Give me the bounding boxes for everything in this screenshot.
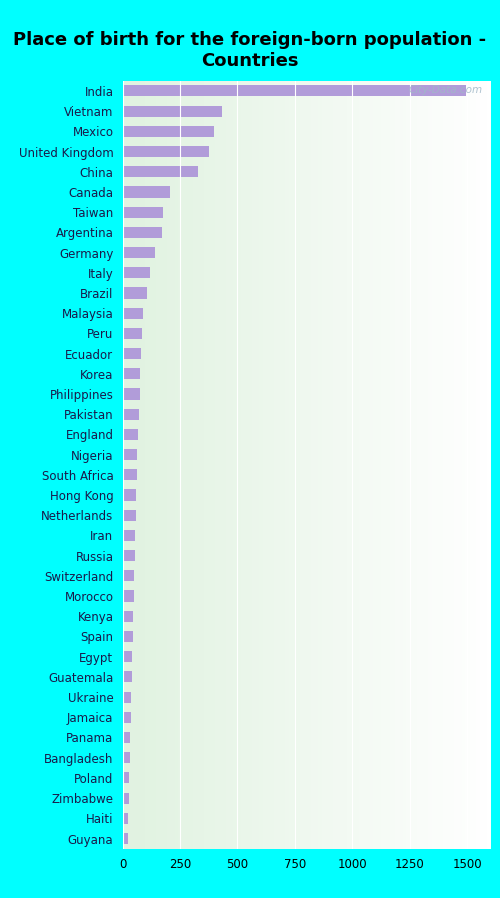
Bar bbox=[122, 308, 143, 319]
Bar bbox=[122, 672, 132, 682]
Bar bbox=[122, 166, 198, 177]
Bar bbox=[122, 470, 136, 480]
Bar bbox=[122, 570, 134, 581]
Bar bbox=[122, 510, 136, 521]
Bar bbox=[122, 631, 132, 642]
Bar bbox=[122, 813, 128, 823]
Bar bbox=[122, 328, 142, 339]
Bar bbox=[122, 368, 140, 379]
Bar bbox=[122, 409, 139, 419]
Bar bbox=[122, 833, 128, 844]
Bar bbox=[122, 146, 208, 157]
Bar bbox=[122, 793, 129, 804]
Bar bbox=[122, 489, 136, 500]
Bar bbox=[122, 106, 222, 117]
Bar bbox=[122, 712, 131, 723]
Bar bbox=[122, 732, 130, 743]
Text: City-Data.com: City-Data.com bbox=[408, 84, 482, 94]
Bar bbox=[122, 550, 134, 561]
Bar bbox=[122, 651, 132, 662]
Bar bbox=[122, 611, 133, 621]
Bar bbox=[122, 126, 214, 136]
Bar bbox=[122, 389, 140, 400]
Bar bbox=[122, 287, 146, 298]
Bar bbox=[122, 207, 162, 217]
Bar bbox=[122, 530, 135, 541]
Bar bbox=[122, 187, 170, 198]
Bar bbox=[122, 772, 130, 783]
Bar bbox=[122, 227, 162, 238]
Bar bbox=[122, 691, 131, 702]
Bar bbox=[122, 591, 134, 602]
Bar bbox=[122, 429, 138, 440]
Bar bbox=[122, 348, 141, 359]
Bar bbox=[122, 268, 150, 278]
Bar bbox=[122, 753, 130, 763]
Text: Place of birth for the foreign-born population -
Countries: Place of birth for the foreign-born popu… bbox=[14, 31, 486, 70]
Bar bbox=[122, 247, 154, 258]
Bar bbox=[122, 449, 138, 460]
Bar bbox=[122, 85, 466, 96]
